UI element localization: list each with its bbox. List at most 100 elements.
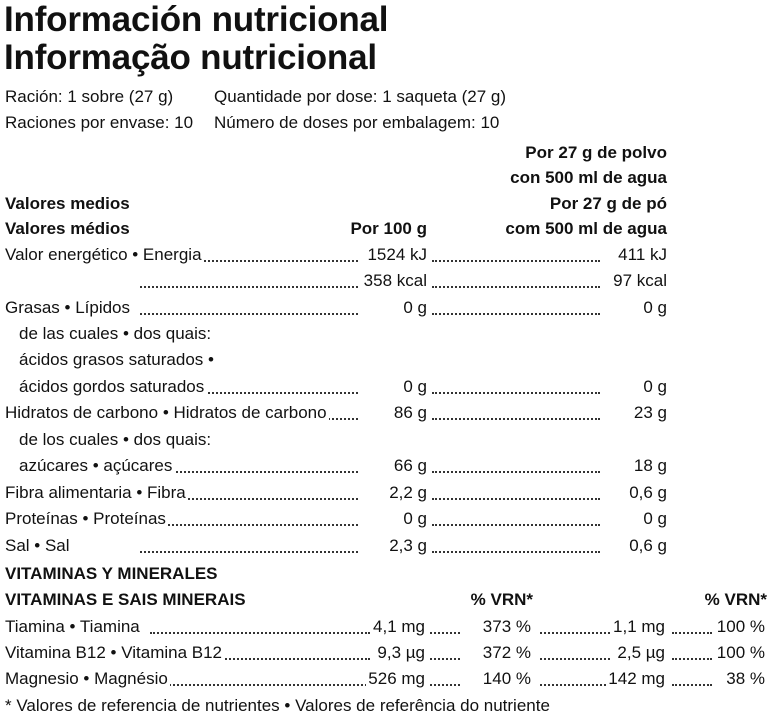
value-per-27g: 0 g <box>641 297 667 319</box>
value-per-100g: 358 kcal <box>361 270 427 292</box>
vrn-header-col1: % VRN* <box>470 590 533 609</box>
dot-leader <box>432 260 600 262</box>
vitamin-value-per-27g: 1,1 mg <box>611 616 667 638</box>
servings-per-pack-es: Raciones por envase: 10 <box>5 113 194 132</box>
title-spanish: Información nutricional <box>4 0 389 39</box>
value-per-100g: 0 g <box>401 297 427 319</box>
col2-header-pt-line1: Por 27 g de pó <box>549 194 667 213</box>
table-row: Tiamina • Tiamina 4,1 mg 373 % 1,1 mg 100 % <box>0 616 770 638</box>
dot-leader <box>150 658 370 660</box>
dot-leader <box>540 684 610 686</box>
table-row: Grasas • Lípidos 0 g 0 g <box>0 297 770 319</box>
vrn-header-col2: % VRN* <box>704 590 767 609</box>
dot-leader <box>432 551 600 553</box>
table-row: ácidos gordos saturados 0 g 0 g <box>0 376 770 398</box>
nutrient-label: Proteínas • Proteínas <box>5 508 168 530</box>
dot-leader <box>432 286 600 288</box>
table-row: ácidos grasos saturados • <box>0 349 770 371</box>
dot-leader <box>672 658 712 660</box>
dot-leader <box>140 551 358 553</box>
dot-leader <box>540 632 610 634</box>
table-row: Magnesio • Magnésio 526 mg 140 % 142 mg 38 % <box>0 668 770 690</box>
value-per-100g: 0 g <box>401 376 427 398</box>
dot-leader <box>432 418 600 420</box>
value-per-100g: 0 g <box>401 508 427 530</box>
dot-leader <box>140 392 358 394</box>
value-per-27g: 0,6 g <box>627 482 667 504</box>
dot-leader <box>430 632 460 634</box>
table-row: Proteínas • Proteínas 0 g 0 g <box>0 508 770 530</box>
value-per-100g: 2,3 g <box>387 535 427 557</box>
vitamin-vrn-per-100g: 373 % <box>480 616 533 638</box>
nutrient-label: Fibra alimentaria • Fibra <box>5 482 188 504</box>
serving-size-pt: Quantidade por dose: 1 saqueta (27 g) <box>214 87 507 106</box>
value-per-100g: 1524 kJ <box>365 244 427 266</box>
table-row: azúcares • açúcares 66 g 18 g <box>0 455 770 477</box>
table-row: 358 kcal 97 kcal <box>0 270 770 292</box>
value-per-27g: 97 kcal <box>611 270 667 292</box>
vitamin-vrn-per-27g: 100 % <box>714 616 767 638</box>
dot-leader <box>140 524 358 526</box>
dot-leader <box>672 684 712 686</box>
table-row: Vitamina B12 • Vitamina B12 9,3 µg 372 % 2,… <box>0 642 770 664</box>
value-per-27g: 0 g <box>641 376 667 398</box>
dot-leader <box>430 684 460 686</box>
table-row: Valor energético • Energia 1524 kJ 411 kJ <box>0 244 770 266</box>
vitamin-value-per-27g: 2,5 µg <box>615 642 667 664</box>
serving-size-es: Ración: 1 sobre (27 g) <box>5 87 174 106</box>
value-per-27g: 23 g <box>631 402 667 424</box>
nutrient-label: azúcares • açúcares <box>19 455 175 477</box>
table-row: de las cuales • dos quais: <box>0 323 770 345</box>
table-row: Sal • Sal 2,3 g 0,6 g <box>0 535 770 557</box>
dot-leader <box>140 313 358 315</box>
vitamin-vrn-per-27g: 38 % <box>724 668 767 690</box>
vitamin-vrn-per-27g: 100 % <box>714 642 767 664</box>
value-per-27g: 0 g <box>641 508 667 530</box>
vitamin-vrn-per-100g: 140 % <box>480 668 533 690</box>
nutrient-label: ácidos grasos saturados • <box>19 349 216 371</box>
dot-leader <box>140 260 358 262</box>
col2-header-es-line2: con 500 ml de agua <box>510 168 667 187</box>
table-row: Hidratos de carbono • Hidratos de carbon… <box>0 402 770 424</box>
vitamin-value-per-100g: 9,3 µg <box>375 642 427 664</box>
nutrient-label: de los cuales • dos quais: <box>19 429 214 451</box>
col1-header: Por 100 g <box>350 219 427 238</box>
vitamin-label: Magnesio • Magnésio <box>5 668 170 690</box>
dot-leader <box>430 658 460 660</box>
average-values-es: Valores medios <box>5 194 130 213</box>
nutrient-label: Grasas • Lípidos <box>5 297 133 319</box>
dot-leader <box>140 286 358 288</box>
dot-leader <box>150 632 370 634</box>
title-portuguese: Informação nutricional <box>4 38 377 77</box>
nutrient-label: de las cuales • dos quais: <box>19 323 214 345</box>
col2-header-es-line1: Por 27 g de polvo <box>525 143 667 162</box>
vitamin-label: Vitamina B12 • Vitamina B12 <box>5 642 225 664</box>
vitamin-value-per-27g: 142 mg <box>606 668 667 690</box>
value-per-100g: 2,2 g <box>387 482 427 504</box>
dot-leader <box>540 658 610 660</box>
value-per-27g: 18 g <box>631 455 667 477</box>
table-row: Fibra alimentaria • Fibra 2,2 g 0,6 g <box>0 482 770 504</box>
vitamin-vrn-per-100g: 372 % <box>480 642 533 664</box>
nutrient-label: ácidos gordos saturados <box>19 376 207 398</box>
vitamin-label: Tiamina • Tiamina <box>5 616 142 638</box>
vitamins-heading-pt: VITAMINAS E SAIS MINERAIS <box>5 590 246 609</box>
dot-leader <box>432 498 600 500</box>
servings-per-pack-pt: Número de doses por embalagem: 10 <box>214 113 500 132</box>
value-per-100g: 66 g <box>391 455 427 477</box>
dot-leader <box>432 524 600 526</box>
value-per-27g: 0,6 g <box>627 535 667 557</box>
nutrient-label: Valor energético • Energia <box>5 244 204 266</box>
vitamin-value-per-100g: 4,1 mg <box>371 616 427 638</box>
footnote: * Valores de referencia de nutrientes • … <box>5 696 550 715</box>
dot-leader <box>432 471 600 473</box>
dot-leader <box>432 313 600 315</box>
dot-leader <box>150 684 370 686</box>
nutrient-label: Hidratos de carbono • Hidratos de carbon… <box>5 402 329 424</box>
average-values-pt: Valores médios <box>5 219 130 238</box>
vitamins-heading-es: VITAMINAS Y MINERALES <box>5 564 218 583</box>
dot-leader <box>140 498 358 500</box>
vitamin-value-per-100g: 526 mg <box>366 668 427 690</box>
table-row: de los cuales • dos quais: <box>0 429 770 451</box>
